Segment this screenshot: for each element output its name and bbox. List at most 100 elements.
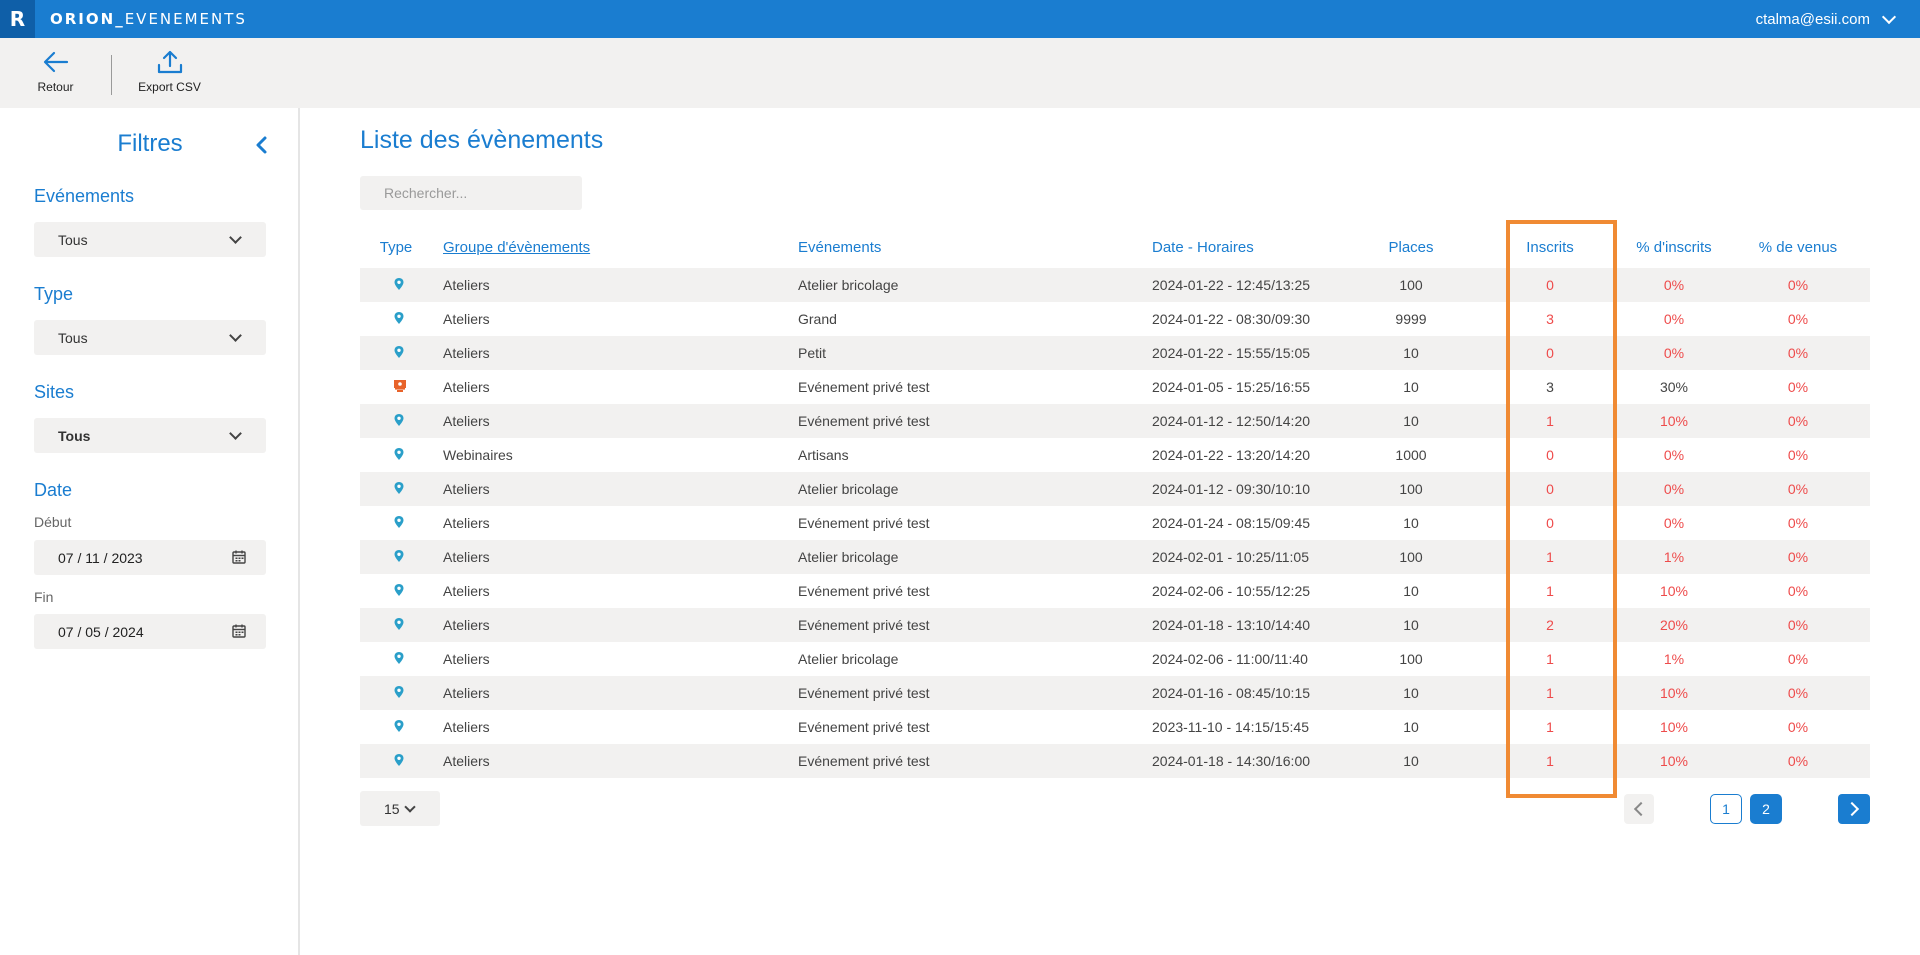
cell-date: 2024-01-18 - 13:10/14:40 — [1152, 617, 1311, 633]
chevron-down-icon — [404, 801, 416, 813]
cell-places: 10 — [1403, 379, 1419, 395]
page-2-button[interactable]: 2 — [1750, 794, 1782, 824]
table-row[interactable]: Ateliers Atelier bricolage 2024-01-22 - 12… — [360, 268, 1870, 302]
column-header-evenements[interactable]: Evénements — [798, 239, 882, 256]
cell-inscrits: 0 — [1546, 277, 1554, 293]
page-title: Liste des évènements — [360, 126, 604, 154]
table-row[interactable]: Ateliers Evénement privé test 2024-01-12 -… — [360, 404, 1870, 438]
cell-pct-inscrits: 1% — [1663, 651, 1685, 667]
app-logo[interactable]: R — [0, 0, 35, 38]
collapse-chevron-icon[interactable] — [250, 133, 274, 157]
date-start-input[interactable]: 07 / 11 / 2023 — [34, 540, 266, 575]
location-pin-icon — [393, 617, 405, 634]
table-row[interactable]: Ateliers Evénement privé test 2024-01-24 -… — [360, 506, 1870, 540]
table-row[interactable]: Ateliers Evénement privé test 2024-01-05 -… — [360, 370, 1870, 404]
cell-inscrits: 1 — [1546, 413, 1554, 429]
table-row[interactable]: Ateliers Grand 2024-01-22 - 08:30/09:30 999… — [360, 302, 1870, 336]
cell-pct-venus: 0% — [1787, 719, 1809, 735]
cell-evenement: Evénement privé test — [798, 685, 930, 701]
filter-sites-value: Tous — [58, 427, 91, 444]
cell-pct-inscrits: 10% — [1659, 413, 1689, 429]
cell-pct-venus: 0% — [1787, 447, 1809, 463]
cell-pct-venus: 0% — [1787, 345, 1809, 361]
cell-pct-venus: 0% — [1787, 413, 1809, 429]
cell-groupe: Ateliers — [443, 413, 490, 429]
date-start-value: 07 / 11 / 2023 — [58, 549, 143, 566]
cell-date: 2024-02-06 - 10:55/12:25 — [1152, 583, 1311, 599]
cell-inscrits: 1 — [1546, 719, 1554, 735]
cell-places: 10 — [1403, 583, 1419, 599]
table-row[interactable]: Ateliers Atelier bricolage 2024-02-01 - 10… — [360, 540, 1870, 574]
location-pin-icon — [393, 685, 405, 702]
table-row[interactable]: Ateliers Petit 2024-01-22 - 15:55/15:05 10 0… — [360, 336, 1870, 370]
cell-inscrits: 3 — [1546, 379, 1554, 395]
table-row[interactable]: Ateliers Evénement privé test 2023-11-10 -… — [360, 710, 1870, 744]
cell-date: 2024-01-12 - 12:50/14:20 — [1152, 413, 1311, 429]
table-row[interactable]: Ateliers Atelier bricolage 2024-02-06 - 11… — [360, 642, 1870, 676]
table-body: Ateliers Atelier bricolage 2024-01-22 - 12… — [360, 268, 1870, 778]
page-1-button[interactable]: 1 — [1710, 794, 1742, 824]
column-header-pct-inscrits[interactable]: % d'inscrits — [1636, 239, 1712, 256]
cell-pct-inscrits: 10% — [1659, 583, 1689, 599]
location-pin-icon — [393, 311, 405, 328]
location-pin-icon — [393, 277, 405, 294]
cell-pct-venus: 0% — [1787, 617, 1809, 633]
cell-inscrits: 1 — [1546, 685, 1554, 701]
cell-pct-inscrits: 0% — [1663, 447, 1685, 463]
cell-places: 100 — [1399, 549, 1423, 565]
cell-groupe: Ateliers — [443, 345, 490, 361]
table-row[interactable]: Ateliers Evénement privé test 2024-01-18 -… — [360, 744, 1870, 778]
user-menu[interactable]: ctalma@esii.com — [1756, 0, 1897, 38]
chevron-down-icon — [229, 329, 242, 342]
filter-sites-select[interactable]: Tous — [34, 418, 266, 453]
table-row[interactable]: Ateliers Atelier bricolage 2024-01-12 - 09… — [360, 472, 1870, 506]
calendar-icon[interactable] — [232, 550, 246, 564]
column-header-date[interactable]: Date - Horaires — [1152, 239, 1254, 256]
cell-groupe: Ateliers — [443, 379, 490, 395]
column-header-places[interactable]: Places — [1388, 239, 1434, 256]
column-header-inscrits[interactable]: Inscrits — [1526, 239, 1574, 256]
cell-pct-inscrits: 0% — [1663, 345, 1685, 361]
cell-date: 2023-11-10 - 14:15/15:45 — [1152, 719, 1309, 735]
back-button[interactable]: Retour — [0, 38, 111, 94]
cell-pct-inscrits: 10% — [1659, 719, 1689, 735]
cell-inscrits: 3 — [1546, 311, 1554, 327]
column-header-pct-venus[interactable]: % de venus — [1758, 239, 1838, 256]
cell-inscrits: 0 — [1546, 515, 1554, 531]
cell-places: 10 — [1403, 617, 1419, 633]
table-row[interactable]: Ateliers Evénement privé test 2024-01-16 -… — [360, 676, 1870, 710]
previous-page-button[interactable] — [1624, 794, 1654, 824]
cell-evenement: Evénement privé test — [798, 413, 930, 429]
filter-evenements-select[interactable]: Tous — [34, 222, 266, 257]
cell-places: 10 — [1403, 413, 1419, 429]
cell-evenement: Evénement privé test — [798, 753, 930, 769]
cell-date: 2024-01-12 - 09:30/10:10 — [1152, 481, 1311, 497]
export-csv-button[interactable]: Export CSV — [112, 38, 227, 94]
cell-inscrits: 2 — [1546, 617, 1554, 633]
calendar-icon[interactable] — [232, 624, 246, 638]
table-row[interactable]: Ateliers Evénement privé test 2024-01-18 -… — [360, 608, 1870, 642]
table-row[interactable]: Webinaires Artisans 2024-01-22 - 13:20/14:… — [360, 438, 1870, 472]
date-end-label: Fin — [34, 589, 54, 605]
cell-pct-venus: 0% — [1787, 753, 1809, 769]
filter-evenements-value: Tous — [58, 231, 88, 248]
column-header-type[interactable]: Type — [379, 239, 413, 256]
search-input[interactable] — [360, 176, 582, 210]
rows-per-page-select[interactable]: 15 — [360, 791, 440, 826]
location-pin-icon — [393, 481, 405, 498]
filter-type-select[interactable]: Tous — [34, 320, 266, 355]
filter-sites-label: Sites — [34, 382, 75, 402]
location-pin-icon — [393, 447, 405, 464]
location-pin-icon — [393, 345, 405, 362]
cell-inscrits: 0 — [1546, 481, 1554, 497]
column-header-groupe[interactable]: Groupe d'évènements — [443, 239, 591, 256]
cell-pct-inscrits: 20% — [1659, 617, 1689, 633]
chevron-down-icon — [229, 427, 242, 440]
cell-pct-venus: 0% — [1787, 481, 1809, 497]
cell-evenement: Atelier bricolage — [798, 277, 899, 293]
table-row[interactable]: Ateliers Evénement privé test 2024-02-06 -… — [360, 574, 1870, 608]
cell-date: 2024-01-18 - 14:30/16:00 — [1152, 753, 1311, 769]
date-end-input[interactable]: 07 / 05 / 2024 — [34, 614, 266, 649]
back-label: Retour — [37, 80, 74, 94]
next-page-button[interactable] — [1838, 794, 1870, 824]
